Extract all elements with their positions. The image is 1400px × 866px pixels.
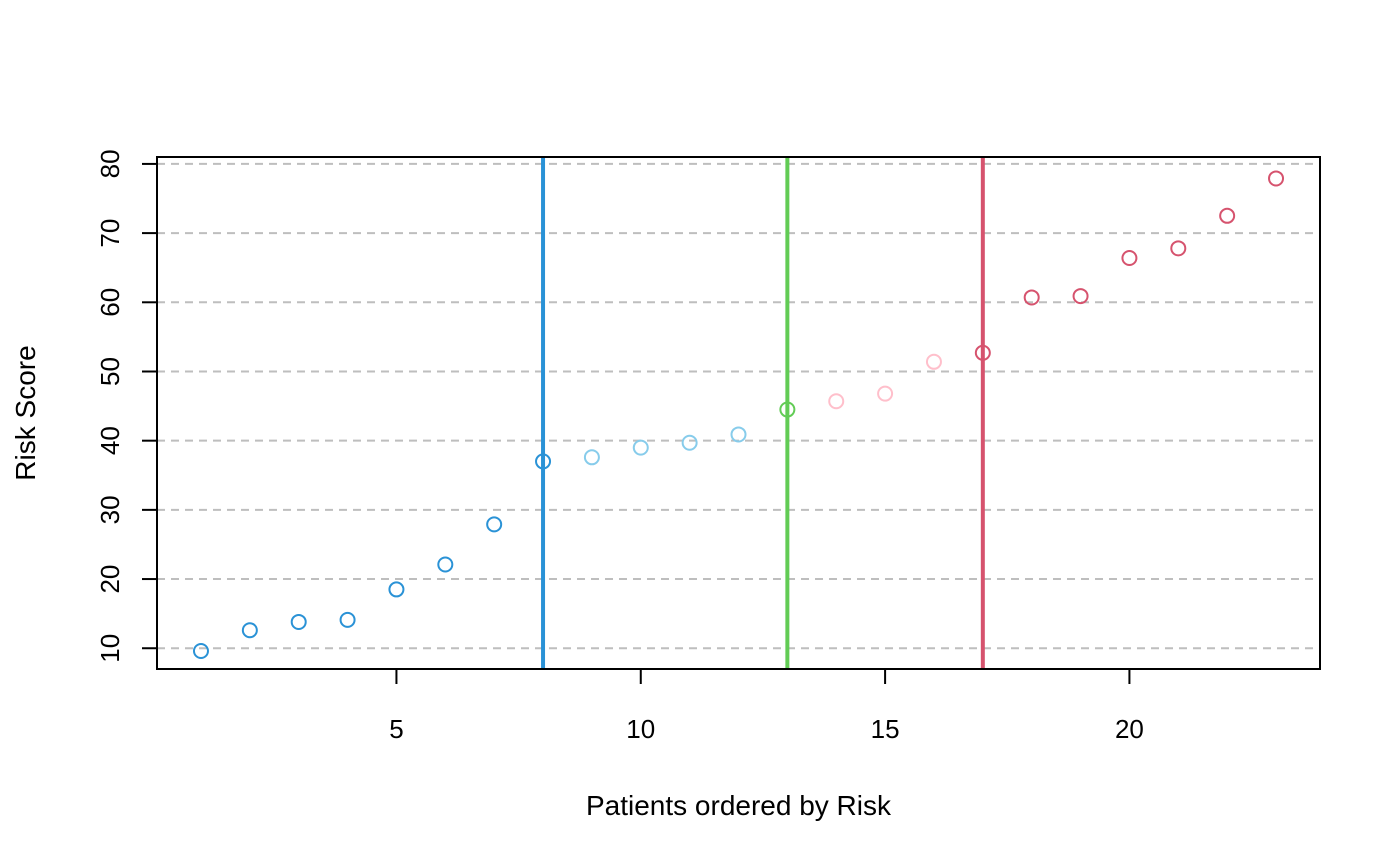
x-tick-label: 20 [1115, 714, 1144, 744]
data-point [1121, 250, 1138, 267]
x-tick-label: 5 [389, 714, 403, 744]
y-tick-label: 30 [95, 495, 125, 524]
data-point [632, 439, 649, 456]
data-point [1023, 289, 1040, 306]
y-tick-label: 10 [95, 634, 125, 663]
data-point [828, 393, 845, 410]
y-tick-label: 60 [95, 288, 125, 317]
data-point [877, 385, 894, 402]
data-point [1268, 170, 1285, 187]
y-tick-label: 70 [95, 219, 125, 248]
threshold-lines [541, 157, 985, 669]
y-tick-label: 40 [95, 426, 125, 455]
y-axis: 10 20 30 40 50 60 70 80 [95, 149, 157, 663]
data-point [583, 449, 600, 466]
data-point [779, 401, 796, 418]
data-point [730, 426, 747, 443]
data-point [1170, 240, 1187, 257]
data-point [192, 643, 209, 660]
data-point [925, 353, 942, 370]
data-point [1072, 288, 1089, 305]
data-points [192, 170, 1285, 660]
data-point [1219, 207, 1236, 224]
y-tick-label: 20 [95, 565, 125, 594]
data-point [241, 622, 258, 639]
data-point [535, 453, 552, 470]
data-point [681, 434, 698, 451]
data-point [339, 611, 356, 628]
y-axis-label: Risk Score [10, 345, 41, 480]
y-tick-label: 50 [95, 357, 125, 386]
data-point [388, 581, 405, 598]
data-point [290, 613, 307, 630]
x-tick-label: 15 [871, 714, 900, 744]
data-point [974, 344, 991, 361]
y-tick-label: 80 [95, 149, 125, 178]
plot-frame [156, 156, 1321, 670]
gridlines [157, 162, 1320, 650]
data-point [437, 556, 454, 573]
x-axis: 5 10 15 20 [389, 669, 1144, 744]
x-tick-label: 10 [626, 714, 655, 744]
x-axis-label: Patients ordered by Risk [586, 790, 892, 821]
data-point [486, 516, 503, 533]
